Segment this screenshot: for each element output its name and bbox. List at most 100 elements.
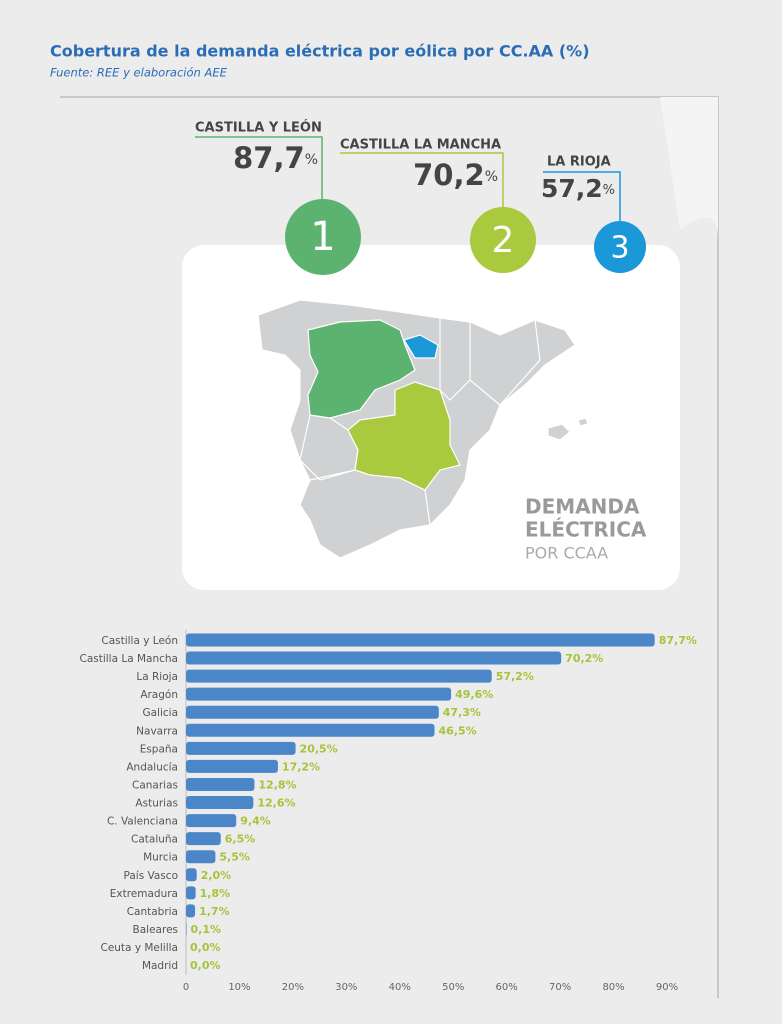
bar bbox=[186, 868, 197, 882]
y-tick-label: Castilla La Mancha bbox=[79, 653, 178, 665]
value-label: 12,8% bbox=[258, 778, 296, 791]
x-tick-label: 50% bbox=[442, 982, 464, 993]
y-tick-label: Navarra bbox=[136, 725, 178, 737]
y-tick-label: Murcia bbox=[143, 852, 178, 864]
value-label: 5,5% bbox=[219, 851, 250, 864]
podium-name: LA RIOJA bbox=[547, 155, 611, 170]
rank: 2 bbox=[492, 220, 515, 261]
value-label: 49,6% bbox=[455, 688, 493, 701]
map-label: DEMANDA bbox=[525, 495, 640, 519]
x-tick-label: 40% bbox=[389, 982, 411, 993]
frame-shade bbox=[660, 97, 718, 240]
bar bbox=[186, 669, 492, 683]
x-tick-label: 60% bbox=[496, 982, 518, 993]
podium-value: 87,7% bbox=[233, 141, 318, 175]
value-label: 0,1% bbox=[191, 923, 222, 936]
value-label: 1,8% bbox=[200, 887, 231, 900]
bar bbox=[186, 777, 255, 791]
bar bbox=[186, 796, 254, 810]
y-tick-label: Galicia bbox=[142, 707, 178, 719]
unit: % bbox=[603, 183, 615, 198]
value-label: 12,6% bbox=[257, 797, 295, 810]
value-label: 70,2% bbox=[565, 652, 603, 665]
region-castilla-leon bbox=[307, 319, 416, 419]
map-label: POR CCAA bbox=[525, 544, 608, 563]
bar bbox=[186, 723, 435, 737]
x-tick-label: 90% bbox=[656, 982, 678, 993]
y-tick-label: Extremadura bbox=[110, 888, 178, 900]
bar bbox=[186, 687, 452, 701]
value-label: 87,7% bbox=[659, 634, 697, 647]
bar bbox=[186, 850, 216, 864]
y-tick-label: Asturias bbox=[135, 798, 178, 810]
x-tick-label: 10% bbox=[228, 982, 250, 993]
rank: 3 bbox=[610, 231, 629, 266]
y-tick-label: Ceuta y Melilla bbox=[100, 942, 178, 954]
value-label: 57,2% bbox=[496, 670, 534, 683]
x-tick-label: 70% bbox=[549, 982, 571, 993]
bar bbox=[186, 886, 196, 900]
islands bbox=[547, 417, 589, 441]
y-tick-label: C. Valenciana bbox=[107, 816, 178, 828]
map bbox=[257, 299, 589, 559]
value-label: 46,5% bbox=[439, 724, 477, 737]
bar bbox=[186, 633, 655, 647]
y-tick-label: País Vasco bbox=[124, 870, 179, 882]
connector bbox=[340, 152, 504, 207]
y-tick-label: Castilla y León bbox=[101, 635, 178, 647]
bar bbox=[186, 922, 187, 936]
value-label: 17,2% bbox=[282, 760, 320, 773]
value: 70,2 bbox=[413, 158, 485, 192]
region-castilla-la-mancha bbox=[347, 381, 461, 491]
y-tick-label: Cantabria bbox=[127, 906, 178, 918]
podium-name: CASTILLA Y LEÓN bbox=[195, 120, 322, 136]
value-label: 6,5% bbox=[225, 833, 256, 846]
y-tick-label: Canarias bbox=[132, 779, 178, 791]
rank-badge bbox=[594, 221, 646, 273]
y-tick-label: Baleares bbox=[133, 924, 178, 936]
y-tick-label: España bbox=[140, 743, 178, 755]
y-tick-label: Madrid bbox=[142, 960, 178, 972]
x-tick-label: 80% bbox=[602, 982, 624, 993]
bar bbox=[186, 832, 221, 846]
y-tick-label: Aragón bbox=[140, 689, 178, 701]
rank-badge bbox=[470, 207, 536, 273]
rank: 1 bbox=[310, 214, 335, 260]
y-tick-label: Andalucía bbox=[126, 761, 178, 773]
x-tick-label: 0 bbox=[183, 982, 189, 993]
title: Cobertura de la demanda eléctrica por eó… bbox=[50, 42, 590, 61]
bar bbox=[186, 705, 439, 719]
x-tick-label: 20% bbox=[282, 982, 304, 993]
podium-name: CASTILLA LA MANCHA bbox=[340, 138, 501, 153]
podium-value: 57,2% bbox=[541, 174, 615, 203]
subtitle: Fuente: REE y elaboración AEE bbox=[50, 66, 228, 80]
value-label: 9,4% bbox=[240, 815, 271, 828]
x-tick-label: 30% bbox=[335, 982, 357, 993]
rank-badge bbox=[285, 199, 361, 275]
map-label: ELÉCTRICA bbox=[525, 518, 647, 542]
value-label: 0,0% bbox=[190, 941, 221, 954]
connector bbox=[195, 136, 323, 200]
y-tick-label: Cataluña bbox=[131, 834, 178, 846]
value-label: 20,5% bbox=[300, 742, 338, 755]
value-label: 47,3% bbox=[443, 706, 481, 719]
bar bbox=[186, 759, 278, 773]
value: 87,7 bbox=[233, 141, 305, 175]
podium-value: 70,2% bbox=[413, 158, 498, 192]
value-label: 1,7% bbox=[199, 905, 230, 918]
unit: % bbox=[485, 169, 498, 185]
value-label: 0,0% bbox=[190, 959, 221, 972]
connector bbox=[543, 171, 621, 221]
region-la-rioja bbox=[403, 334, 439, 359]
y-tick-label: La Rioja bbox=[136, 671, 178, 683]
bar bbox=[186, 904, 196, 918]
value: 57,2 bbox=[541, 174, 603, 203]
bar bbox=[186, 814, 237, 828]
value-label: 2,0% bbox=[201, 869, 232, 882]
bar bbox=[186, 741, 296, 755]
region-outline bbox=[299, 317, 541, 559]
unit: % bbox=[305, 152, 318, 168]
bar bbox=[186, 651, 562, 665]
